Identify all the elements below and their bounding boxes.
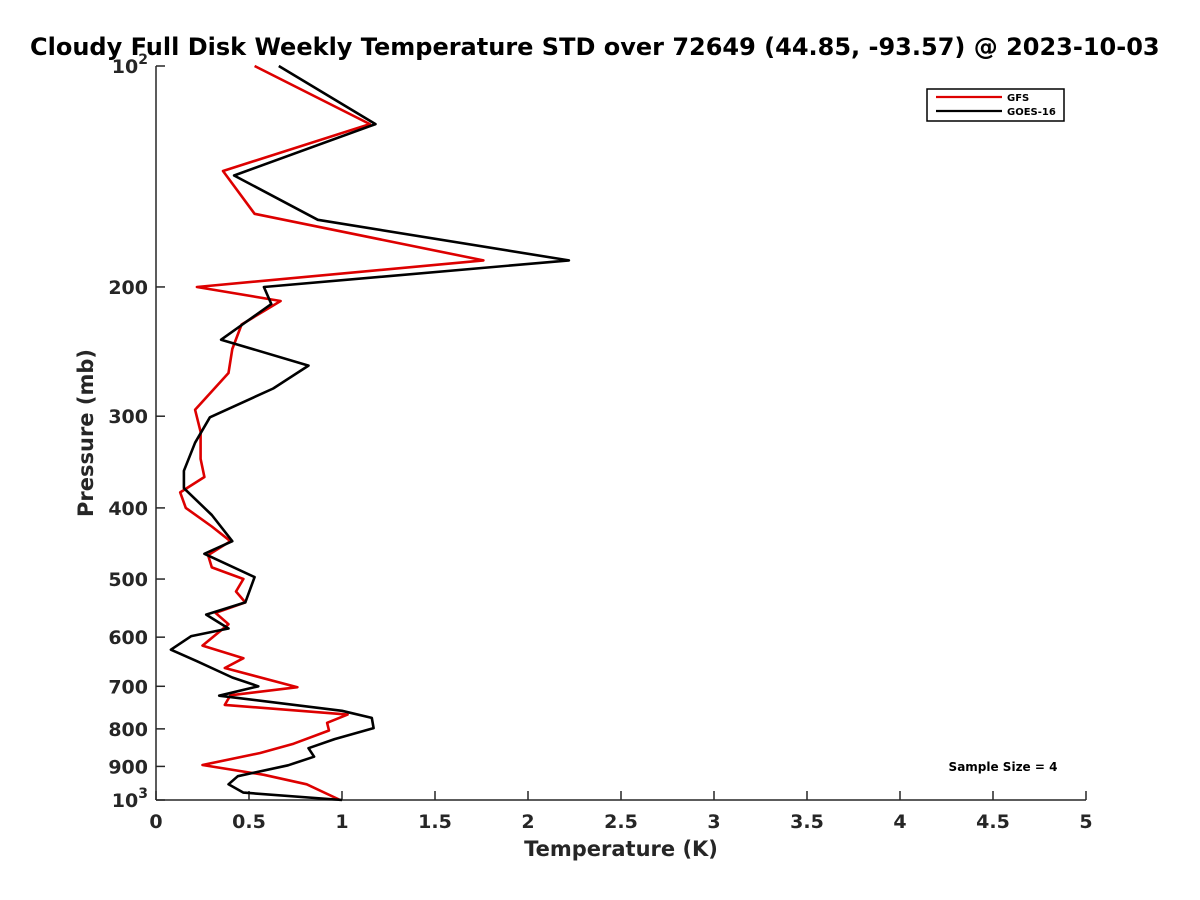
x-axis-label: Temperature (K): [524, 837, 718, 861]
legend-label-gfs: GFS: [1007, 93, 1029, 104]
legend-box: [926, 88, 1065, 122]
legend: GFS GOES-16: [926, 88, 1065, 122]
plot-area: 0 0.5 1 1.5 2 2.5 3 3.5 4 4.5 5 102 200 300 400 500 600…: [108, 52, 1092, 833]
x-tick-label: 4.5: [976, 811, 1010, 833]
x-tick-label: 1: [335, 811, 348, 833]
series-line-goes16: [169, 64, 571, 802]
series-line-gfs: [178, 64, 485, 802]
y-tick-label: 102: [112, 52, 148, 78]
x-tick-label: 5: [1079, 811, 1092, 833]
y-tick-label: 500: [108, 569, 148, 591]
y-tick-label: 700: [108, 676, 148, 698]
y-tick-label: 600: [108, 627, 148, 649]
y-tick-label: 300: [108, 406, 148, 428]
x-tick-label: 0.5: [232, 811, 266, 833]
x-tick-label: 1.5: [418, 811, 452, 833]
x-tick-label: 3: [707, 811, 720, 833]
y-axis-label: Pressure (mb): [74, 349, 98, 517]
y-tick-label: 400: [108, 498, 148, 520]
legend-label-goes16: GOES-16: [1007, 107, 1056, 118]
y-tick-label: 103: [112, 786, 148, 812]
y-axis-ticks: 102 200 300 400 500 600 700 800 900 103: [108, 52, 165, 812]
x-tick-label: 3.5: [790, 811, 824, 833]
y-tick-label: 800: [108, 719, 148, 741]
x-tick-label: 2: [521, 811, 534, 833]
x-tick-label: 2.5: [604, 811, 638, 833]
y-tick-label: 200: [108, 277, 148, 299]
x-tick-label: 4: [893, 811, 906, 833]
x-tick-label: 0: [149, 811, 162, 833]
sample-size-annotation: Sample Size = 4: [949, 760, 1058, 774]
series-lines: [169, 64, 571, 802]
chart-title: Cloudy Full Disk Weekly Temperature STD …: [30, 33, 1160, 61]
x-axis-ticks: 0 0.5 1 1.5 2 2.5 3 3.5 4 4.5 5: [149, 791, 1093, 833]
y-tick-label: 900: [108, 756, 148, 778]
